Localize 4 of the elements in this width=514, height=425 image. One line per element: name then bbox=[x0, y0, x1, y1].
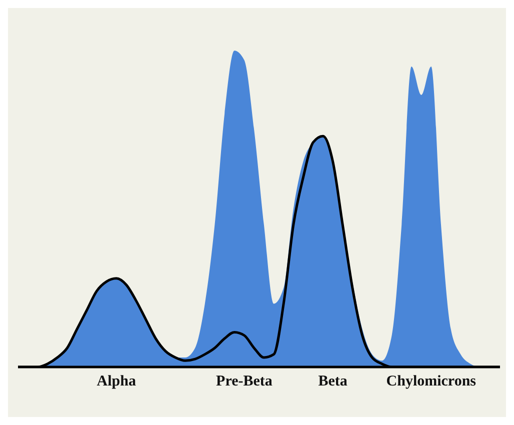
x-tick-label: Chylomicrons bbox=[386, 374, 476, 390]
x-tick-label: Beta bbox=[318, 374, 348, 390]
x-tick-label: Alpha bbox=[96, 374, 136, 390]
x-tick-label: Pre-Beta bbox=[216, 374, 273, 390]
